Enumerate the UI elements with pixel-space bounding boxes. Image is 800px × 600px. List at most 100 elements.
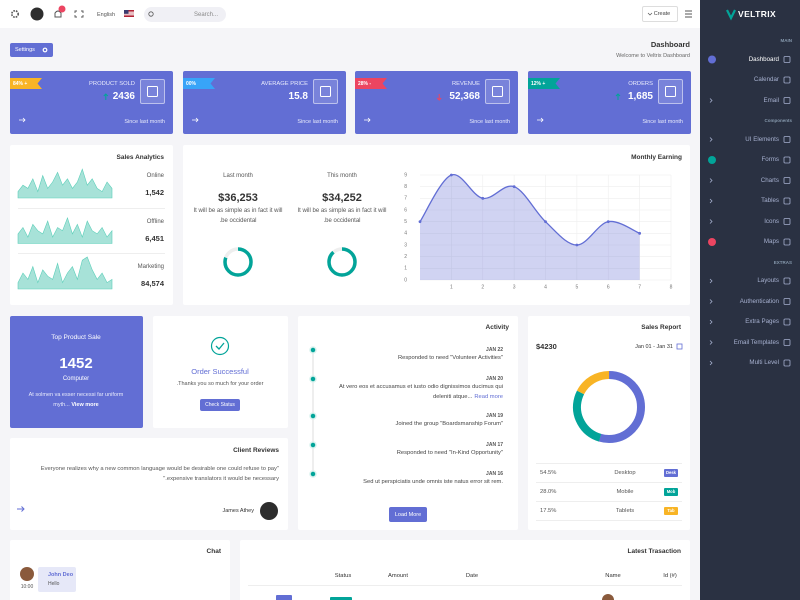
activity-text-content: Sed ut perspiciatis unde omnis iste natu…	[363, 479, 503, 485]
activity-text-content: Responded to need "Volunteer Activities"	[398, 355, 503, 361]
column-header: Amount	[388, 573, 408, 579]
segment-tag-text: Tab	[667, 508, 675, 513]
check-status-button[interactable]	[200, 399, 240, 411]
sidebar-item[interactable]: Charts	[760, 176, 779, 184]
activity-date: JAN 17	[486, 442, 503, 448]
earning-label: Last month	[223, 173, 253, 179]
stat-value: 2436	[112, 91, 135, 102]
review-author: James Athey	[222, 508, 255, 514]
earning-description: It will be as simple as in fact it will …	[297, 208, 387, 224]
analytics-label: Online	[146, 173, 164, 179]
stat-value: 1,685	[627, 91, 653, 102]
page-subtitle: Welcome to Veltrix Dashboard	[616, 53, 690, 59]
read-more-link[interactable]: Read more	[474, 394, 503, 400]
sidebar-badge-text: 2	[710, 239, 714, 245]
analytics-value: 1,542	[145, 188, 164, 197]
row-divider	[18, 253, 165, 254]
card-title: Activity	[485, 324, 509, 331]
card-title: Sales Analytics	[116, 154, 164, 161]
stat-icon-box	[485, 79, 510, 104]
sidebar-item[interactable]: Maps	[763, 238, 779, 245]
sidebar-section-title: MAIN	[780, 38, 793, 43]
create-button[interactable]	[642, 6, 678, 22]
segment-label: Tablets	[615, 508, 635, 514]
date-range: Jan 01 - Jan 31	[635, 344, 673, 350]
sidebar-item[interactable]: Email	[763, 96, 779, 104]
earning-label: This month	[327, 173, 357, 179]
stat-badge	[10, 78, 42, 89]
sidebar-item[interactable]: UI Elements	[745, 135, 779, 143]
load-more-label: Load More	[394, 511, 422, 518]
stat-badge-text: 28% -	[358, 80, 372, 87]
activity-text: Responded to need "In-Kind Opportunity"	[328, 448, 503, 458]
top-product-description: At solmen va esser necessi far uniform m…	[20, 390, 132, 410]
stat-badge	[528, 78, 560, 89]
segment-label: Mobile	[616, 489, 634, 495]
sidebar-item[interactable]: Multi Level	[749, 359, 779, 366]
check-status-label: Check Status	[205, 402, 235, 408]
stat-badge	[355, 78, 387, 89]
stat-badge-text: 84% +	[13, 80, 28, 87]
create-button-label: Create	[653, 11, 671, 17]
search-box[interactable]	[144, 7, 226, 22]
stat-icon-box	[313, 79, 338, 104]
sidebar-item[interactable]: Authentication	[739, 297, 779, 305]
chart-title: Monthly Earning	[631, 154, 682, 161]
activity-text: Responded to need "Volunteer Activities"	[328, 353, 503, 363]
segment-percent: 54.5%	[540, 470, 557, 476]
activity-date: JAN 22	[486, 347, 503, 353]
stat-badge-text: 00%	[186, 80, 197, 87]
stat-footer: Since last month	[469, 119, 510, 125]
activity-card	[298, 316, 518, 530]
sidebar-item[interactable]: Icons	[764, 217, 779, 225]
sidebar-item[interactable]: Forms	[761, 156, 779, 163]
sidebar-badge-text: 6	[710, 157, 714, 163]
sidebar-item[interactable]: Layouts	[757, 277, 779, 284]
sidebar-item[interactable]: Extra Pages	[745, 318, 779, 325]
stat-value: 15.8	[288, 91, 308, 102]
segment-tag	[664, 469, 678, 477]
sales-total: $4230	[536, 342, 557, 351]
top-product-card	[10, 316, 143, 428]
activity-text: Sed ut perspiciatis unde omnis iste natu…	[328, 477, 503, 487]
sidebar-item[interactable]: Calendar	[753, 76, 779, 83]
activity-text: Joined the group "Boardsmanship Forum"	[328, 419, 503, 429]
sidebar-item[interactable]: Email Templates	[733, 338, 779, 346]
earning-value: $34,252	[322, 192, 362, 204]
transactions-card	[240, 540, 690, 600]
stat-footer: Since last month	[297, 119, 338, 125]
view-more-link[interactable]: View more	[71, 402, 99, 408]
stat-icon-box	[140, 79, 165, 104]
analytics-value: 6,451	[145, 233, 164, 243]
chat-name: John Deo	[48, 571, 74, 578]
order-message: Thanks you so much for your order.	[176, 381, 264, 387]
header-divider	[248, 585, 682, 586]
sidebar-item[interactable]: Tables	[761, 197, 779, 204]
segment-tag	[664, 507, 678, 515]
analytics-label: Marketing	[137, 264, 164, 270]
logo-text: VELTRIX	[738, 9, 777, 19]
earning-description: It will be as simple as in fact it will …	[193, 208, 283, 224]
activity-date: JAN 19	[486, 413, 503, 419]
sidebar-section-title: EXTRAS	[773, 259, 792, 265]
stat-title: REVENUE	[451, 81, 480, 87]
stat-badge	[183, 78, 215, 89]
column-header: Id (#)	[663, 573, 677, 579]
sidebar-section-title: Components	[764, 118, 793, 123]
sidebar-item[interactable]: Dashboard	[748, 55, 779, 63]
description-text: At solmen va esser necessi far uniform m…	[28, 392, 124, 408]
row-status-chip	[330, 597, 352, 600]
activity-text: At vero eos et accusamus et iusto odio d…	[328, 382, 503, 402]
chat-bubble	[38, 567, 76, 592]
top-product-category: Computer	[62, 376, 90, 382]
stat-title: PRODUCT SOLD	[89, 81, 135, 87]
card-title: Latest Trasaction	[627, 548, 681, 555]
load-more-button[interactable]	[389, 507, 427, 522]
row-id-chip	[276, 595, 292, 600]
language-selector[interactable]: English	[97, 11, 116, 18]
activity-date: JAN 20	[486, 376, 503, 382]
settings-button[interactable]	[10, 43, 53, 57]
top-product-value: 1452	[59, 355, 93, 372]
activity-text-content: At vero eos et accusamus et iusto odio d…	[338, 384, 503, 400]
